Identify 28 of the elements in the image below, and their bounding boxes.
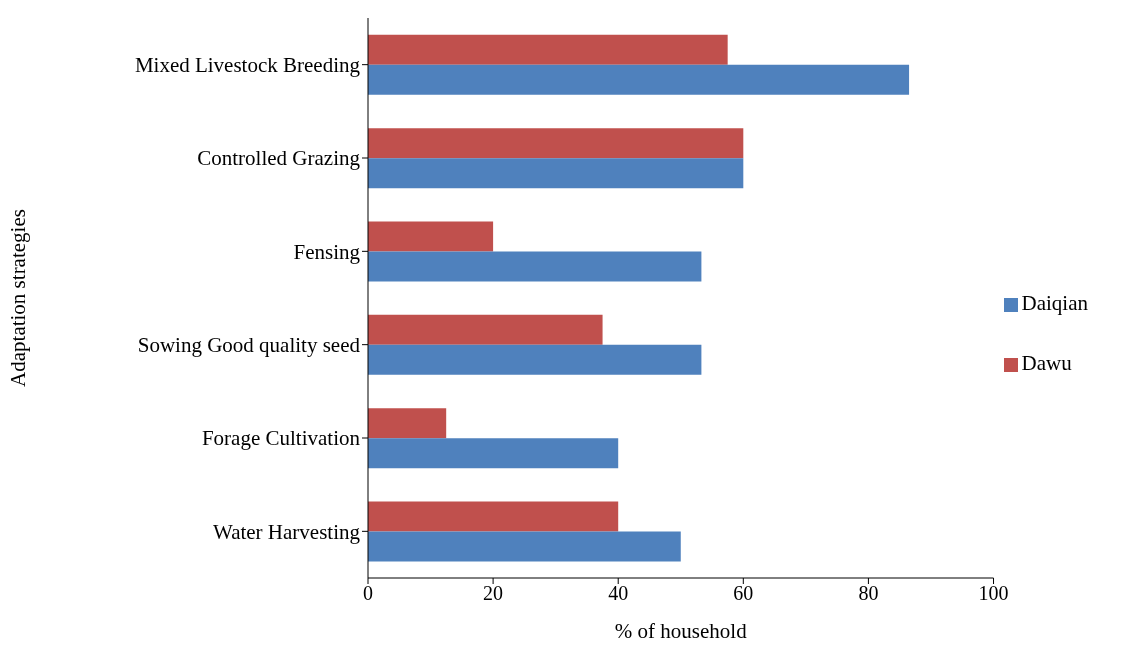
bar — [368, 251, 702, 282]
x-tick-label: 80 — [858, 582, 879, 605]
bar — [368, 64, 910, 95]
y-axis-title: Adaptation strategies — [6, 209, 31, 387]
bar — [368, 344, 702, 375]
legend-label: Daiqian — [1021, 291, 1088, 315]
x-tick-label: 40 — [608, 582, 629, 605]
y-tick-label: Water Harvesting — [213, 519, 361, 544]
y-tick-label: Mixed Livestock Breeding — [134, 53, 361, 78]
x-tick-label: 60 — [733, 582, 754, 605]
x-tick-label: 100 — [978, 582, 1009, 605]
legend-label: Dawu — [1021, 351, 1072, 375]
bar — [368, 221, 494, 252]
y-tick-label: Controlled Grazing — [197, 146, 361, 171]
bar — [368, 34, 728, 65]
bar — [368, 128, 744, 159]
bar — [368, 531, 681, 562]
bar — [368, 408, 447, 439]
y-tick-label: Fensing — [293, 239, 361, 264]
bar — [368, 314, 603, 345]
bar — [368, 501, 619, 532]
bar — [368, 158, 744, 189]
x-tick-label: 20 — [483, 582, 504, 605]
bar — [368, 438, 619, 469]
y-tick-label: Forage Cultivation — [201, 426, 361, 451]
x-tick-label: 0 — [363, 582, 373, 605]
y-tick-label: Sowing Good quality seed — [137, 333, 361, 358]
x-axis-title: % of household — [614, 619, 748, 643]
